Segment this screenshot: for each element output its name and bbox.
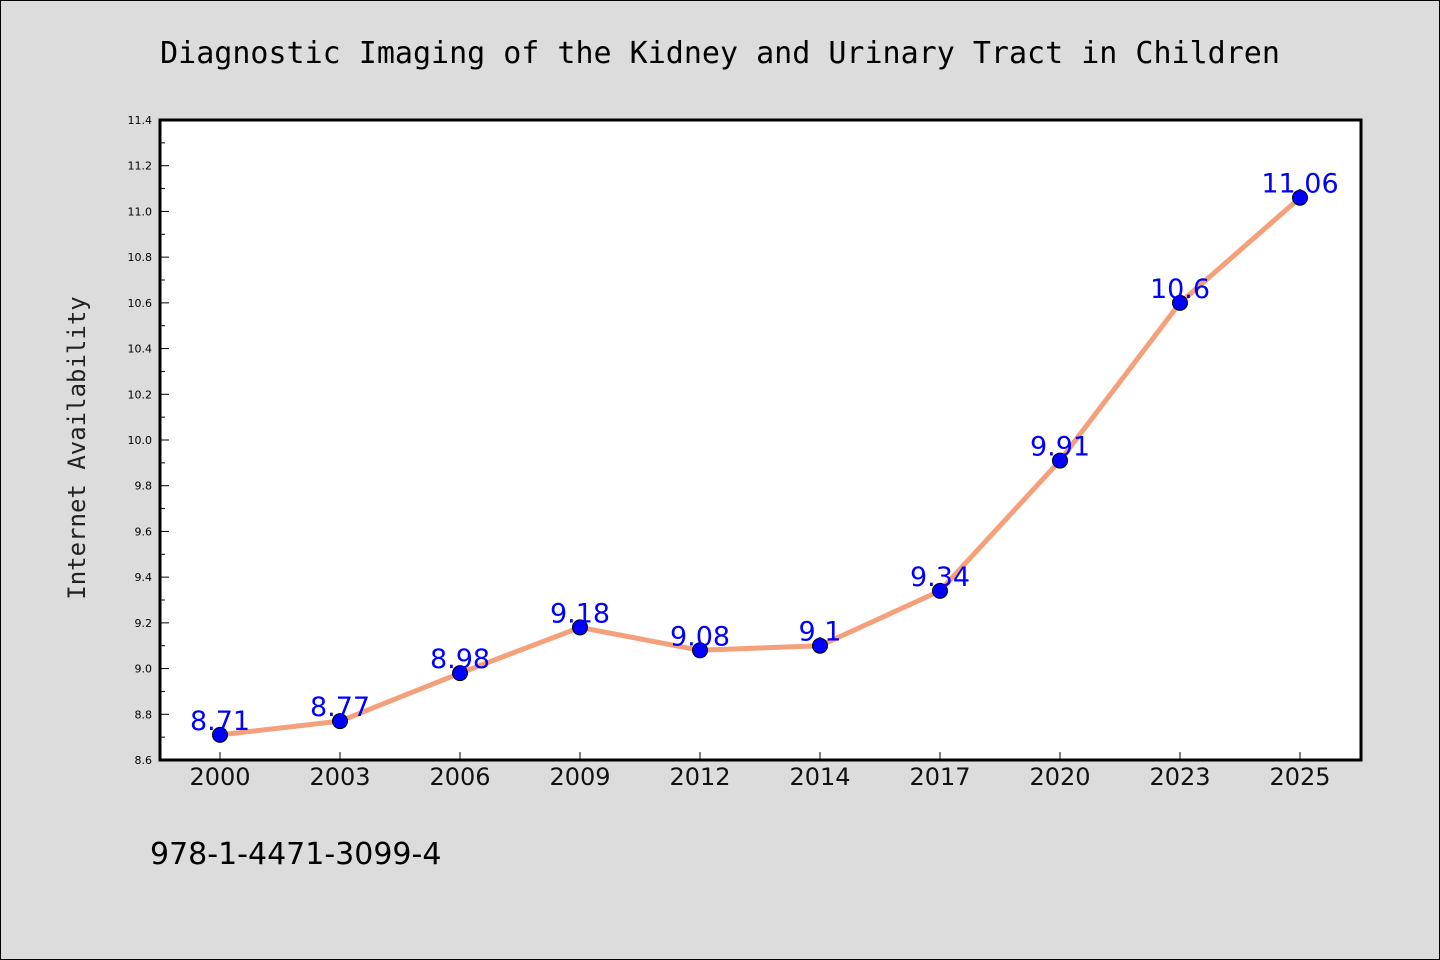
x-tick-label: 2003 — [309, 763, 370, 791]
data-point-marker — [1292, 189, 1308, 206]
data-markers — [212, 189, 1308, 743]
y-tick-label: 9.8 — [135, 480, 153, 493]
data-labels: 8.71 8.77 8.98 9.18 9.08 9.1 9.34 9.91 10.6 11.06 — [190, 169, 1339, 737]
series-line-group — [219, 195, 1302, 738]
data-label: 9.34 — [910, 562, 970, 593]
data-point-marker — [572, 619, 588, 636]
data-label: 9.08 — [670, 621, 730, 652]
y-tick-label: 10.6 — [128, 297, 153, 310]
x-axis: 2000 2003 2006 2009 2012 2014 2017 2020 2023 2025 — [189, 752, 1331, 791]
x-tick-label: 2023 — [1149, 763, 1210, 791]
data-point-marker — [932, 582, 948, 599]
x-tick-label: 2012 — [669, 763, 730, 791]
series-line — [219, 195, 1302, 738]
data-label: 10.6 — [1150, 274, 1210, 305]
data-point-marker — [1172, 294, 1188, 311]
data-label: 8.71 — [190, 706, 250, 737]
y-axis-label: Internet Availability — [63, 296, 91, 599]
plot-area — [160, 120, 1361, 760]
y-tick-label: 10.2 — [128, 388, 153, 401]
y-tick-label: 10.4 — [128, 343, 153, 356]
data-point-marker — [452, 665, 468, 682]
y-tick-label: 10.8 — [128, 251, 153, 264]
chart-title: Diagnostic Imaging of the Kidney and Uri… — [160, 36, 1280, 71]
data-point-marker — [332, 713, 348, 730]
data-point-marker — [692, 642, 708, 659]
x-tick-label: 2020 — [1029, 763, 1090, 791]
x-tick-label: 2017 — [909, 763, 970, 791]
isbn-label: 978-1-4471-3099-4 — [150, 837, 441, 872]
plot-border — [158, 118, 1363, 762]
y-tick-label: 11.2 — [128, 160, 153, 173]
y-tick-label: 9.6 — [135, 525, 153, 538]
data-point-marker — [812, 637, 828, 654]
x-tick-label: 2009 — [549, 763, 610, 791]
x-tick-label: 2000 — [189, 763, 250, 791]
data-label: 8.98 — [430, 644, 490, 675]
x-tick-label: 2006 — [429, 763, 490, 791]
data-label: 9.18 — [550, 598, 610, 629]
y-tick-label: 9.4 — [135, 571, 153, 584]
y-tick-label: 8.6 — [135, 754, 153, 767]
data-label: 9.1 — [799, 617, 842, 648]
x-tick-label: 2025 — [1269, 763, 1330, 791]
x-tick-label: 2014 — [789, 763, 850, 791]
y-tick-label: 10.0 — [128, 434, 153, 447]
y-tick-label: 11.4 — [128, 114, 153, 127]
data-label: 8.77 — [310, 692, 370, 723]
y-tick-label: 9.0 — [135, 663, 153, 676]
y-tick-label: 9.2 — [135, 617, 153, 630]
y-tick-label: 8.8 — [135, 708, 153, 721]
data-point-marker — [1052, 452, 1068, 469]
data-label: 9.91 — [1030, 432, 1090, 463]
y-tick-label: 11.0 — [128, 205, 153, 218]
data-point-marker — [212, 726, 228, 743]
data-label: 11.06 — [1261, 169, 1338, 200]
